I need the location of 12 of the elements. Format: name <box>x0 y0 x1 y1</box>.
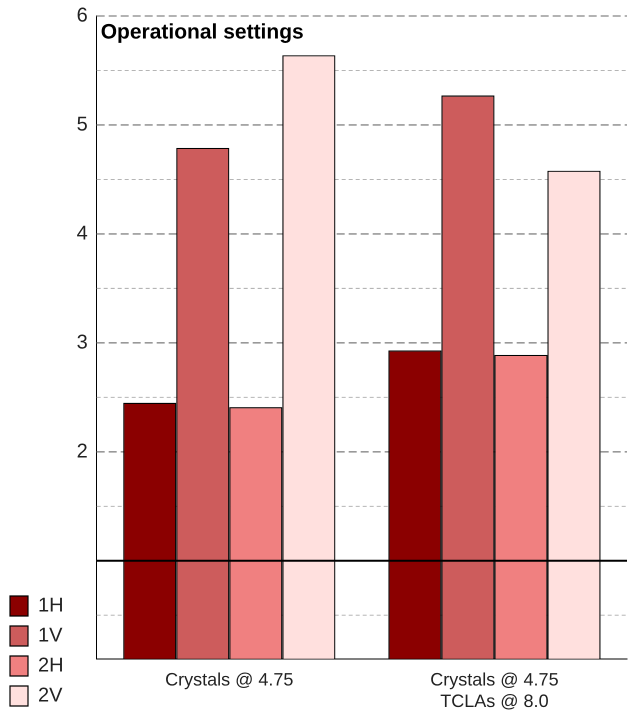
y-tick-label: 3 <box>76 331 88 354</box>
legend-label: 1V <box>38 624 64 647</box>
chart-title: Operational settings <box>100 20 304 44</box>
y-tick-label: 4 <box>76 222 88 244</box>
x-tick-label: Crystals @ 4.75 TCLAs @ 8.0 <box>430 670 559 712</box>
legend-label: 1H <box>38 594 64 617</box>
y-tick-label: 2 <box>76 440 88 462</box>
y-tick-label: 5 <box>76 113 88 136</box>
legend-label: 2V <box>38 684 64 707</box>
y-tick-label: 6 <box>76 4 88 27</box>
x-tick-label: Crystals @ 4.75 <box>165 670 294 690</box>
legend-label: 2H <box>38 654 64 677</box>
